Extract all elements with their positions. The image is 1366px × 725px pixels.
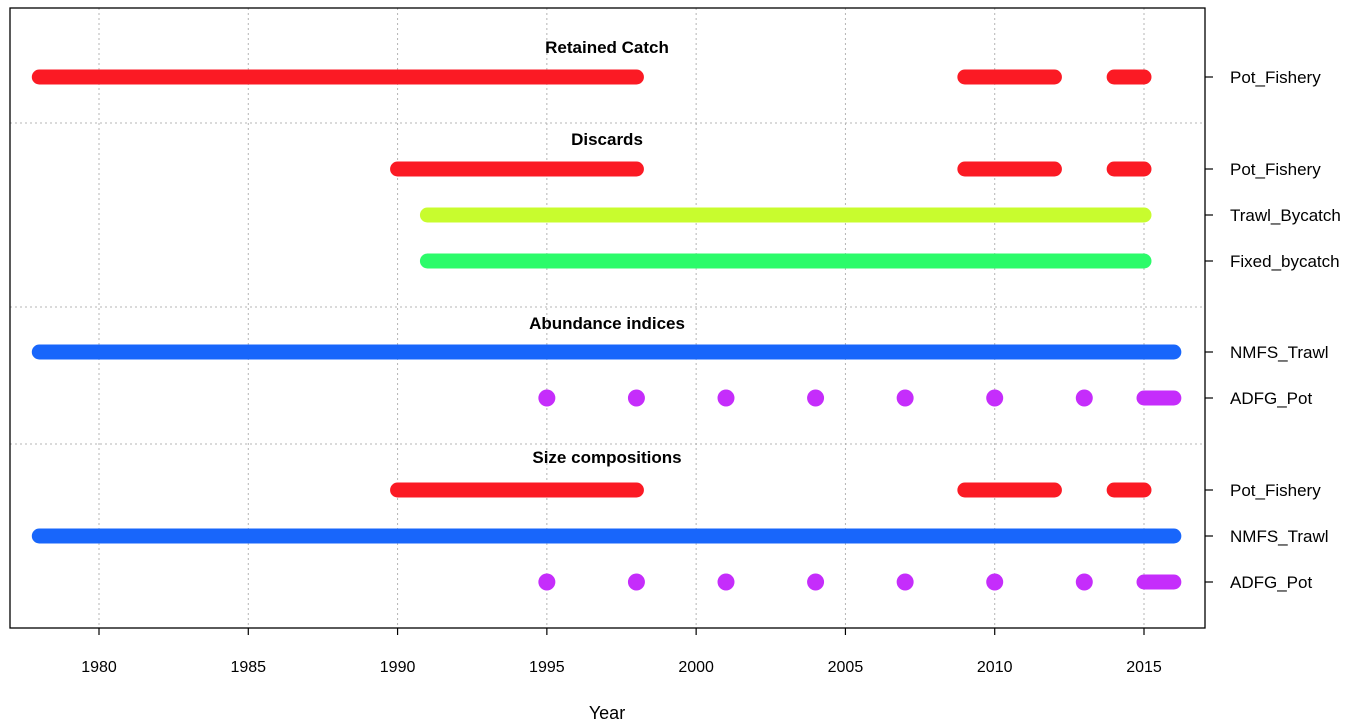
row-label: Pot_Fishery — [1230, 160, 1321, 179]
survey-point — [627, 389, 645, 407]
x-axis-ticks: 1980 1985 1990 1995 2000 2005 2010 2015 — [81, 628, 1162, 676]
section-title: Abundance indices — [529, 314, 685, 333]
row-label: Trawl_Bycatch — [1230, 206, 1341, 225]
section-separators — [10, 122, 1205, 445]
section-title: Discards — [571, 130, 643, 149]
row-labels: Pot_Fishery Pot_Fishery Trawl_Bycatch Fixed… — [1230, 68, 1341, 592]
section-titles: Retained Catch Discards Abundance indices S… — [529, 38, 685, 467]
survey-point — [896, 389, 914, 407]
row-label: ADFG_Pot — [1230, 389, 1312, 408]
x-tick-label: 1995 — [529, 659, 565, 676]
data-marks — [31, 69, 1182, 591]
x-tick-label: 2000 — [678, 659, 714, 676]
survey-point — [986, 573, 1004, 591]
survey-point — [538, 389, 556, 407]
row-label: Pot_Fishery — [1230, 481, 1321, 500]
survey-point — [717, 573, 735, 591]
x-tick-label: 1980 — [81, 659, 117, 676]
row-label: Fixed_bycatch — [1230, 252, 1340, 271]
x-tick-label: 2010 — [977, 659, 1013, 676]
x-tick-label: 2005 — [828, 659, 864, 676]
survey-point — [1075, 573, 1093, 591]
row-label: NMFS_Trawl — [1230, 527, 1329, 546]
grid-lines — [98, 8, 1145, 628]
survey-point — [538, 573, 556, 591]
x-tick-label: 1985 — [230, 659, 266, 676]
y-axis-ticks — [1205, 76, 1213, 583]
survey-point — [807, 389, 825, 407]
row-label: Pot_Fishery — [1230, 68, 1321, 87]
row-label: NMFS_Trawl — [1230, 343, 1329, 362]
survey-point — [627, 573, 645, 591]
survey-point — [986, 389, 1004, 407]
section-title: Size compositions — [532, 448, 681, 467]
section-title: Retained Catch — [545, 38, 669, 57]
x-tick-label: 2015 — [1126, 659, 1162, 676]
survey-point — [807, 573, 825, 591]
plot-frame — [9, 7, 1206, 629]
x-tick-label: 1990 — [380, 659, 416, 676]
survey-point — [717, 389, 735, 407]
x-axis-title: Year — [589, 703, 625, 723]
survey-point — [896, 573, 914, 591]
row-label: ADFG_Pot — [1230, 573, 1312, 592]
survey-point — [1075, 389, 1093, 407]
